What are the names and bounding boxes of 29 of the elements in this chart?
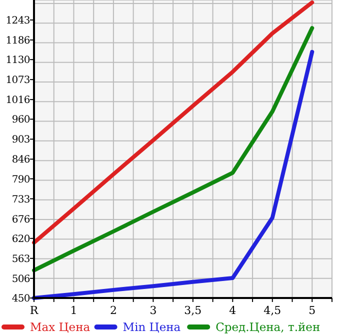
line-series <box>32 50 314 300</box>
y-tick-label: 450 <box>12 294 30 304</box>
legend-label: Min Цена <box>122 320 181 334</box>
x-tick-label: 1 <box>70 304 78 317</box>
x-tick-label: 4 <box>229 304 236 317</box>
y-tick-label: 1130 <box>6 55 30 66</box>
x-tick-label: 2 <box>110 304 117 317</box>
y-tick-label: 620 <box>12 234 30 245</box>
x-tick-label: 4,5 <box>264 304 282 317</box>
x-tick-label: 3,5 <box>184 304 202 317</box>
y-tick-label: 733 <box>12 194 30 206</box>
y-tick-label: 846 <box>12 154 30 166</box>
line-series <box>32 26 314 272</box>
y-tick-label: 1016 <box>6 95 30 106</box>
legend-label: Сред.Цена, т.йен <box>216 320 320 334</box>
y-tick-label: 563 <box>12 254 30 265</box>
y-tick-label: 676 <box>12 214 30 226</box>
y-tick-label: 506 <box>12 274 30 285</box>
x-tick-label: R <box>30 304 39 317</box>
y-tick-label: 903 <box>12 134 30 146</box>
y-tick-label: 1186 <box>6 35 30 46</box>
x-tick-label: 3 <box>150 304 157 317</box>
y-tick-label: 1073 <box>6 75 30 86</box>
x-tick-label: 5 <box>308 304 316 317</box>
y-tick-label: 790 <box>12 174 30 186</box>
y-tick-label: 1243 <box>6 15 30 26</box>
line-series <box>32 0 314 245</box>
legend-label: Max Цена <box>30 320 90 334</box>
y-tick-label: 960 <box>12 114 30 126</box>
